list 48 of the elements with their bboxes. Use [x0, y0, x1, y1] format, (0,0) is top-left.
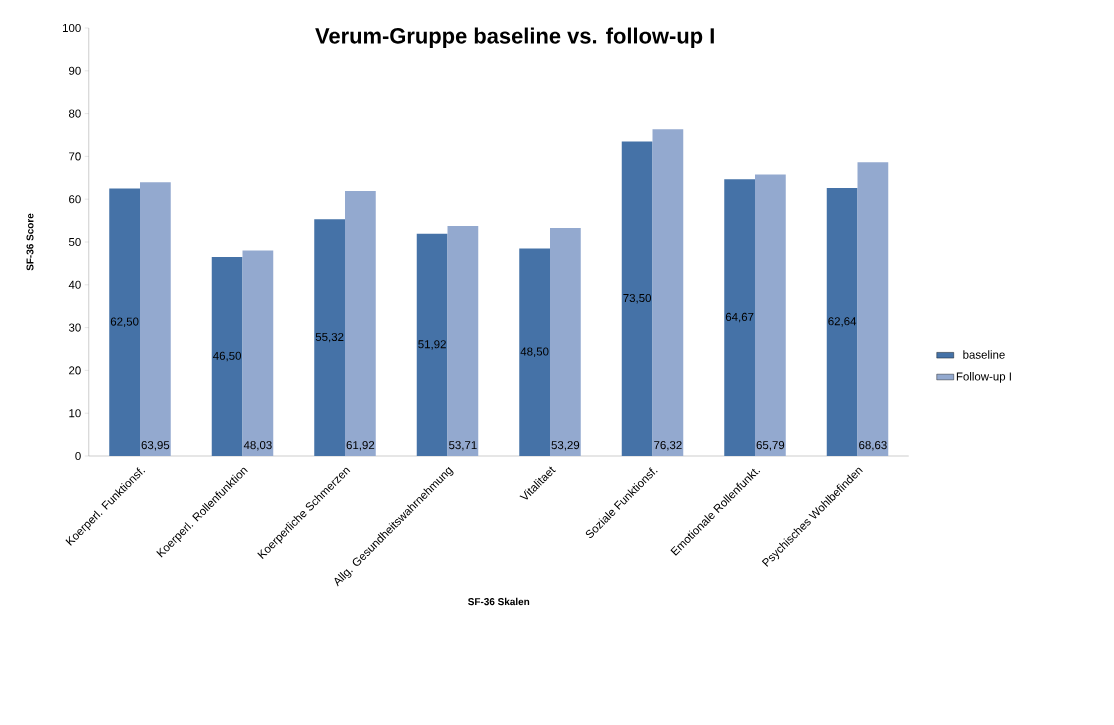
y-tick-label: 80: [68, 109, 81, 118]
y-tick-label: 40: [68, 280, 81, 289]
x-axis-title: SF-36 Skalen: [468, 597, 530, 606]
data-label: 62,50: [110, 317, 139, 327]
bar: [314, 219, 345, 456]
bar: [345, 190, 376, 456]
data-label: 76,32: [654, 441, 682, 451]
data-label: 64,67: [725, 312, 754, 323]
legend-label: baseline: [963, 350, 1005, 359]
y-tick-label: 60: [69, 195, 81, 204]
chart-title: Verum-Gruppe baseline vs. follow-up I: [315, 27, 714, 48]
data-label: 51,92: [418, 340, 446, 350]
bar: [140, 182, 171, 456]
bar: [447, 226, 479, 456]
bar: [416, 233, 448, 456]
bar: [109, 188, 140, 456]
data-label: 61,92: [346, 441, 375, 451]
data-label: 68,63: [859, 441, 887, 451]
y-tick-label: 20: [69, 366, 81, 375]
bar: [724, 179, 755, 456]
y-tick-label: 0: [75, 451, 81, 461]
data-label: 46,50: [213, 351, 242, 362]
bar: [621, 141, 653, 456]
data-label: 73,50: [623, 293, 652, 304]
y-axis-title: SF-36 Score: [26, 213, 34, 271]
data-label: 65,79: [756, 441, 785, 451]
bar: [857, 162, 889, 456]
data-label: 63,95: [141, 441, 170, 451]
data-label: 48,50: [520, 347, 549, 357]
data-label: 55,32: [315, 332, 344, 343]
y-tick-label: 90: [69, 66, 81, 75]
y-tick-label: 50: [68, 237, 81, 247]
y-tick-label: 30: [68, 323, 81, 332]
y-tick-label: 70: [69, 152, 81, 161]
bar: [242, 250, 274, 456]
y-tick-label: 10: [69, 409, 81, 418]
data-label: 62,64: [828, 317, 857, 327]
data-label: 48,03: [243, 441, 272, 451]
data-label: 53,71: [449, 441, 477, 451]
y-tick-label: 100: [62, 23, 81, 33]
bar: [652, 129, 684, 456]
bar: [755, 174, 786, 456]
bar: [211, 256, 243, 456]
legend-label: Follow-up I: [956, 372, 1011, 383]
bar: [519, 248, 550, 456]
data-label: 53,29: [551, 441, 580, 451]
bar: [550, 227, 581, 456]
bar: [826, 187, 858, 456]
